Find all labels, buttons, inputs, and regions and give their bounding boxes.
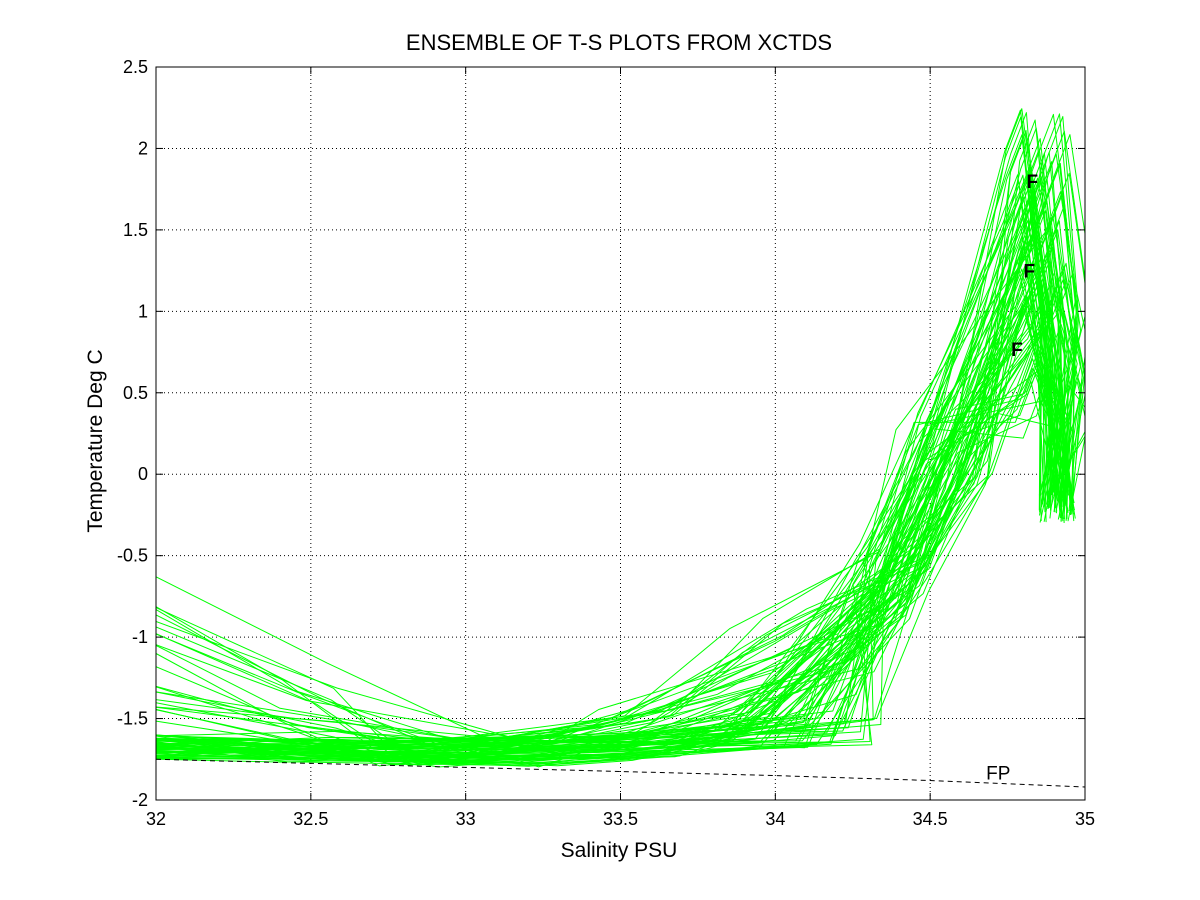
chart-title: ENSEMBLE OF T-S PLOTS FROM XCTDS — [406, 30, 832, 55]
ts-profile-line — [156, 381, 1062, 763]
ts-profile-line — [156, 130, 1085, 740]
x-tick-label: 33.5 — [603, 809, 638, 829]
y-tick-label: -1 — [132, 627, 148, 647]
y-axis-label: Temperature Deg C — [84, 349, 107, 532]
x-tick-label: 33 — [456, 809, 476, 829]
ts-profile-line — [156, 109, 1044, 754]
ts-profiles — [156, 108, 1085, 768]
y-tick-label: 2.5 — [123, 57, 148, 77]
ts-profile-line — [156, 162, 1077, 742]
ts-profile-line — [156, 131, 1053, 748]
x-tick-label: 32.5 — [293, 809, 328, 829]
ts-profile-line — [156, 264, 1060, 760]
y-tick-label: 1 — [138, 301, 148, 321]
annotation-f: F — [1027, 172, 1039, 193]
ts-profile-line — [156, 138, 1063, 767]
y-tick-label: 0.5 — [123, 383, 148, 403]
ts-profile-line — [156, 152, 1062, 761]
x-tick-label: 34.5 — [913, 809, 948, 829]
annotation-f: F — [1023, 262, 1035, 283]
x-tick-label: 32 — [146, 809, 166, 829]
x-tick-label: 35 — [1075, 809, 1095, 829]
y-tick-label: 2 — [138, 138, 148, 158]
axis-ticks: 32 32.5 33 33.5 34 34.5 35 -2 -1.5 -1 -0.5 0 0.5 1 1.5… — [117, 57, 1095, 829]
y-tick-label: -2 — [132, 790, 148, 810]
ts-profile-line — [156, 288, 1064, 768]
ts-profile-line — [156, 192, 1076, 759]
annotation-fp: FP — [986, 763, 1010, 784]
ts-profile-line — [156, 108, 1058, 745]
ts-profile-line — [156, 297, 1060, 757]
ts-profile-line — [156, 236, 1064, 767]
annotation-f: F — [1011, 340, 1023, 361]
annotations: F F F FP — [986, 172, 1038, 784]
ts-profile-line — [156, 195, 1053, 764]
ts-profile-line — [156, 272, 1078, 754]
ts-profile-line — [156, 374, 1075, 750]
x-axis-label: Salinity PSU — [561, 839, 678, 862]
x-tick-label: 34 — [765, 809, 785, 829]
ts-profile-line — [156, 220, 1074, 767]
y-tick-label: -1.5 — [117, 709, 148, 729]
y-tick-label: 0 — [138, 464, 148, 484]
y-tick-label: 1.5 — [123, 220, 148, 240]
ts-profile-line — [156, 374, 1074, 748]
ts-profile-line — [156, 294, 1073, 750]
ts-profile-line — [156, 194, 1049, 753]
ts-profile-line — [156, 161, 1065, 763]
y-tick-label: -0.5 — [117, 546, 148, 566]
